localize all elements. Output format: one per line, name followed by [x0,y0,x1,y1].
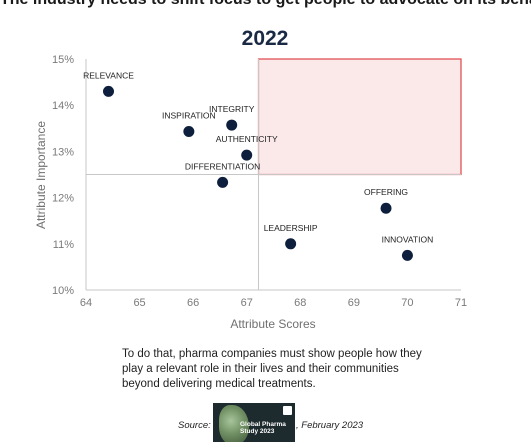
data-point [103,85,114,97]
x-axis-label: Attribute Scores [230,317,315,331]
data-point [226,119,238,131]
x-tick-label: 66 [187,297,199,309]
data-point [217,176,229,188]
y-tick-label: 14% [52,100,74,112]
x-tick-label: 69 [348,297,360,309]
data-label: AUTHENTICITY [216,134,278,144]
chart-title: 2022 [242,27,289,50]
data-point [183,126,195,138]
data-point [380,202,392,214]
y-tick-label: 13% [52,146,74,158]
y-tick-label: 11% [53,239,74,251]
data-label: OFFERING [364,187,408,197]
data-label: LEADERSHIP [264,223,318,233]
x-tick-label: 71 [455,297,467,309]
logo-badge-icon [283,406,292,415]
source-date: , February 2023 [296,420,364,431]
data-label: INSPIRATION [162,111,216,121]
plot-area: 64 65 66 67 68 69 70 71 10% 11% 12% 13% 14% 15% RELEVA… [52,54,467,309]
x-tick-label: 65 [133,297,145,309]
data-label: DIFFERENTIATION [185,161,260,171]
x-tick-label: 68 [294,297,306,309]
leaf-image [219,405,249,442]
data-label: RELEVANCE [83,70,134,80]
thumbnail-title: Global Pharma Study 2023 [240,421,286,435]
report-thumbnail[interactable]: Global Pharma Study 2023 [213,403,295,442]
scatter-chart: 2022 64 65 66 67 68 69 70 71 10% 11% 12% 13% 14% 15% R… [34,27,467,331]
source-line: Source: Global Pharma Study 2023 , Febru… [0,403,531,442]
y-tick-label: 12% [52,193,74,205]
source-label: Source: [178,420,211,431]
y-tick-label: 10% [52,285,74,297]
y-axis-label: Attribute Importance [34,121,48,229]
x-tick-label: 64 [80,297,92,309]
data-point [285,238,297,250]
highlight-quadrant [257,58,462,176]
y-tick-label: 15% [52,54,74,66]
data-point [401,249,413,261]
x-tick-label: 70 [401,297,413,309]
caption-text: To do that, pharma companies must show p… [122,348,422,390]
data-point [241,149,253,161]
data-label: INTEGRITY [209,104,255,114]
headline: The industry needs to shift focus to get… [0,0,531,9]
x-tick-label: 67 [241,297,253,309]
data-label: INNOVATION [382,234,434,244]
